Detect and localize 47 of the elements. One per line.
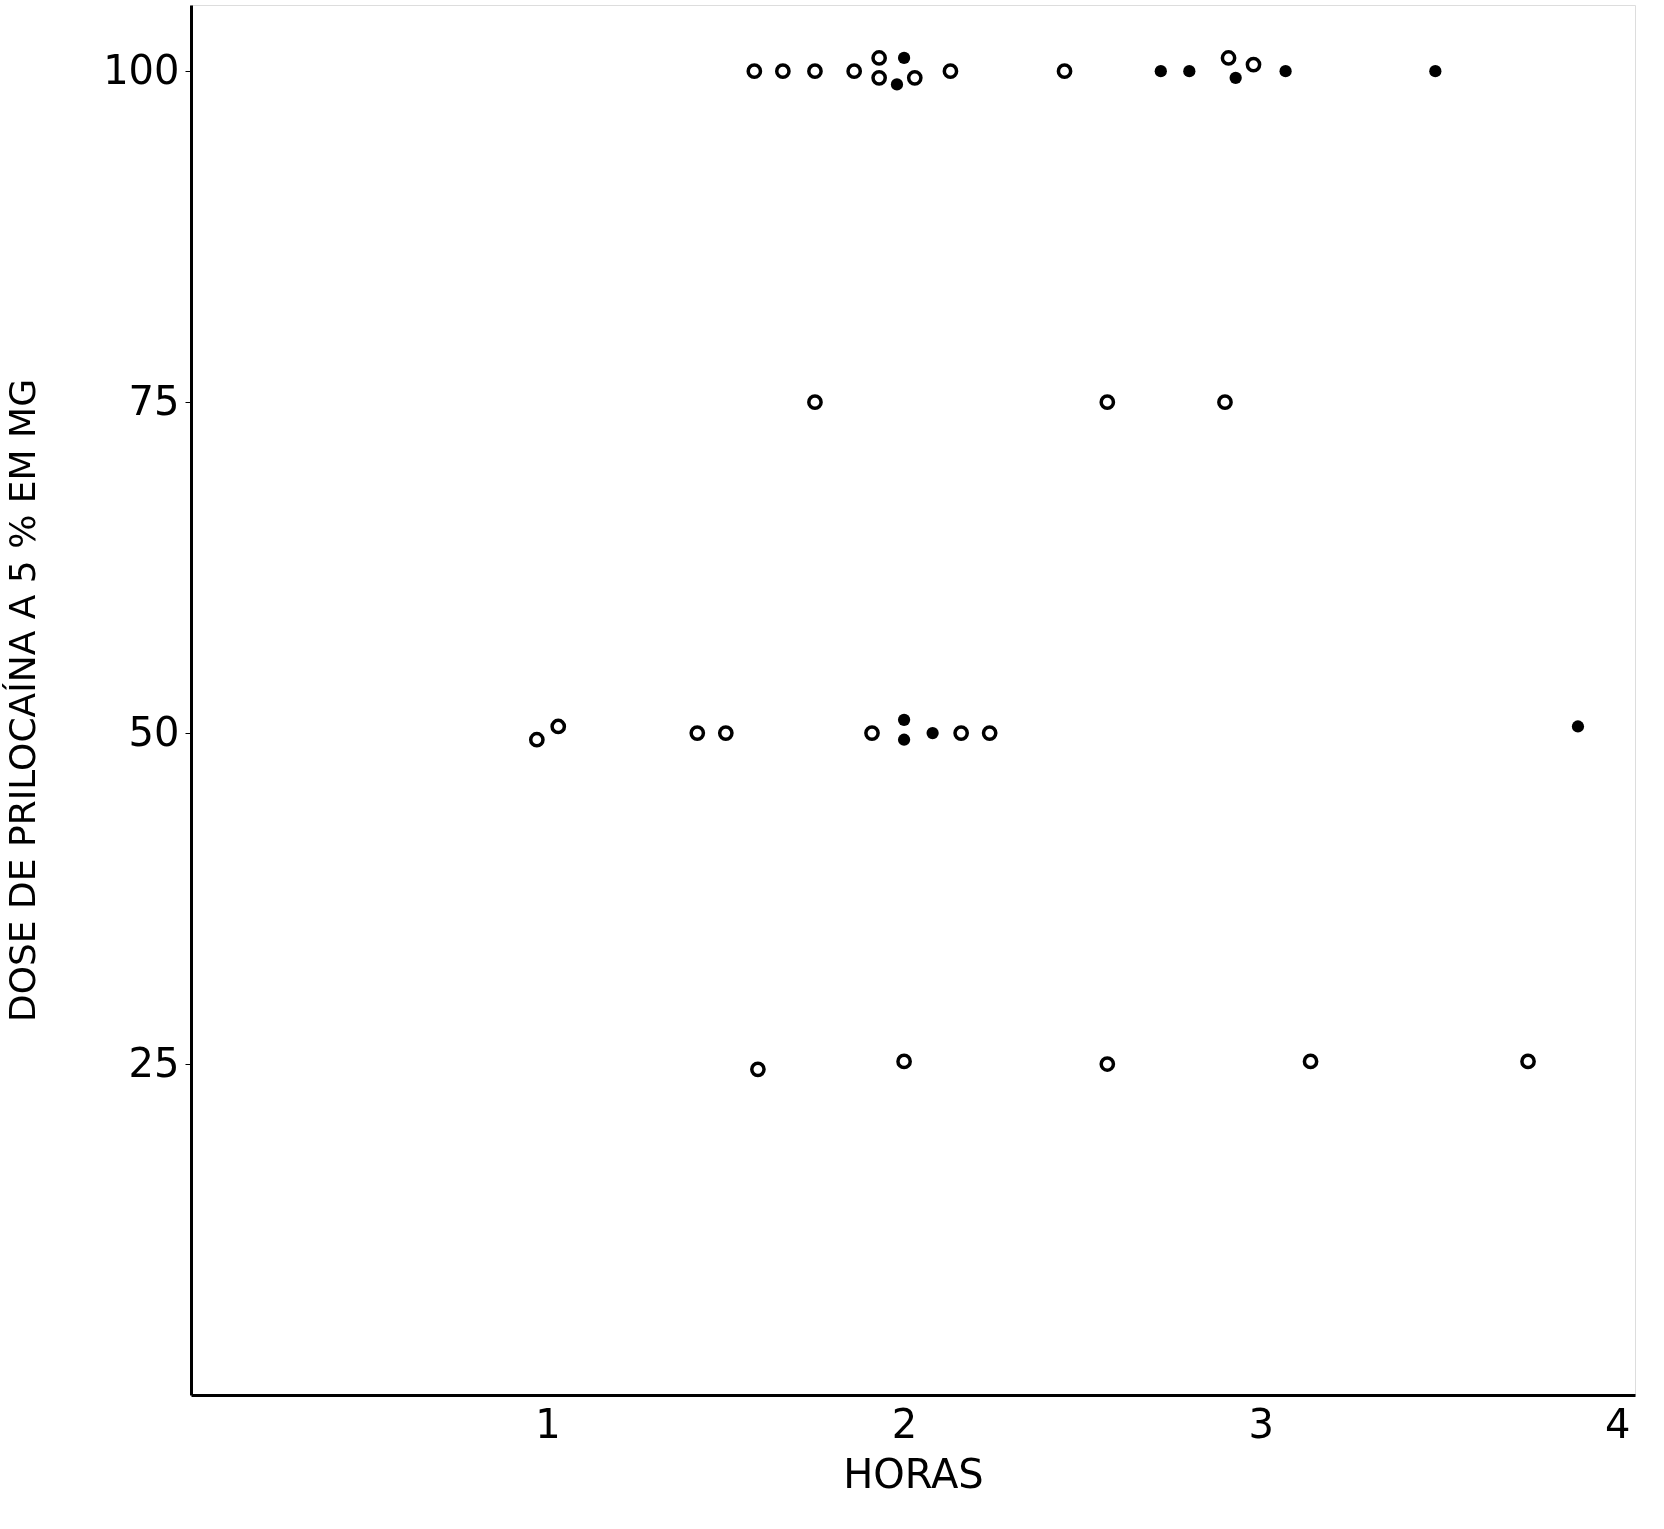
point [906, 69, 923, 86]
point [846, 63, 863, 80]
x-axis-title: HORAS [843, 1450, 984, 1497]
point [1429, 65, 1442, 78]
point [1217, 394, 1233, 410]
x-tick-label: 2 [891, 1400, 918, 1447]
point [981, 725, 998, 741]
point [746, 63, 763, 80]
point [953, 725, 970, 741]
point [871, 69, 887, 86]
point [774, 63, 791, 80]
point [1229, 71, 1242, 84]
point [1571, 720, 1585, 733]
point [807, 63, 823, 80]
point [1279, 65, 1292, 78]
point [1154, 65, 1167, 78]
point [942, 63, 959, 80]
y-axis-title: DOSE DE PRILOCAÍNA A 5 % EM MG [2, 378, 44, 1023]
y-tick-label: 75 [128, 377, 180, 424]
point [1245, 56, 1262, 73]
point [1220, 50, 1237, 66]
point [550, 718, 567, 735]
point [717, 725, 734, 741]
point [897, 733, 911, 746]
y-tick-label: 25 [128, 1039, 180, 1086]
x-tick-label: 3 [1248, 1400, 1274, 1447]
point [864, 725, 880, 741]
point [807, 394, 823, 410]
point [689, 725, 706, 741]
point [897, 51, 911, 65]
point [897, 713, 911, 726]
point [750, 1061, 766, 1078]
point [1183, 65, 1196, 78]
point [1099, 1056, 1116, 1072]
point [890, 78, 904, 91]
point [1302, 1053, 1319, 1070]
point [1520, 1053, 1536, 1070]
point [528, 731, 545, 748]
point [926, 726, 939, 740]
point [1056, 63, 1073, 80]
point [871, 50, 887, 66]
x-tick-label: 1 [535, 1400, 561, 1447]
y-tick-label: 100 [103, 46, 180, 93]
point [896, 1053, 912, 1070]
y-tick-label: 50 [128, 708, 180, 755]
point [1099, 394, 1116, 410]
x-tick-label: 4 [1604, 1400, 1631, 1447]
